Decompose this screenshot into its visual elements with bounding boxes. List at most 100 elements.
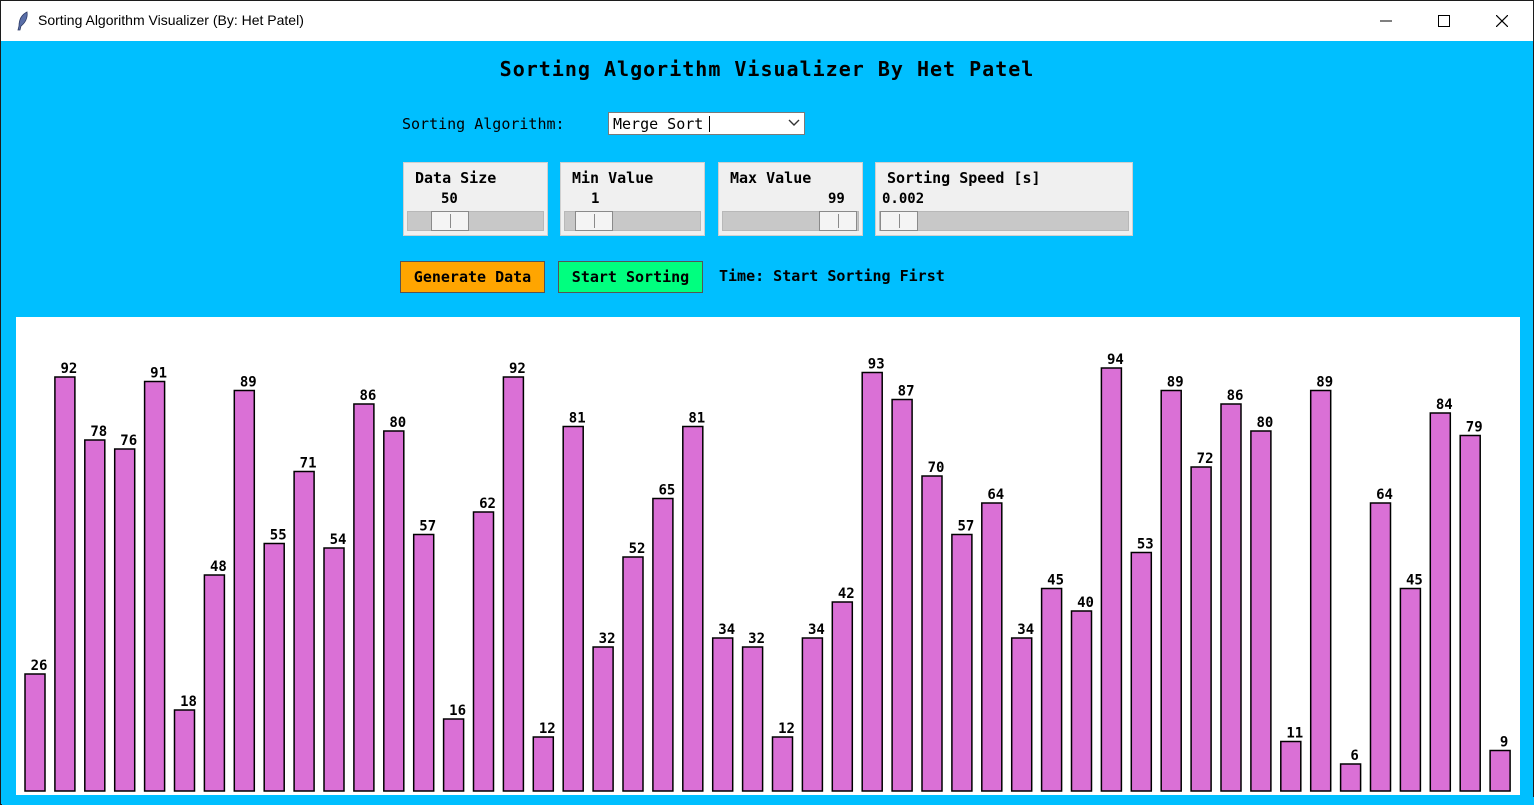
bar-15 <box>442 718 465 792</box>
bar-26 <box>771 736 794 792</box>
bar-chart-canvas: 26 92 78 76 91 18 48 89 55 71 54 86 80 57 16 62 92 12 81 32… <box>16 317 1520 795</box>
bar-47 <box>1399 587 1422 792</box>
min-value-scale[interactable]: Min Value 1 <box>560 162 705 236</box>
bar-label-12: 86 <box>359 388 376 404</box>
bar-label-1: 26 <box>31 658 48 674</box>
bar-label-42: 80 <box>1256 415 1273 431</box>
bar-label-21: 52 <box>629 541 646 557</box>
bar-50 <box>1489 749 1511 792</box>
bar-label-23: 81 <box>688 411 705 427</box>
min-value-slider-thumb[interactable] <box>575 211 613 231</box>
bar-label-46: 64 <box>1376 487 1393 503</box>
bar-31 <box>921 475 943 792</box>
close-button[interactable] <box>1473 1 1531 41</box>
bar-label-38: 53 <box>1137 537 1154 553</box>
data-size-label: Data Size <box>415 169 497 187</box>
max-value-label: Max Value <box>730 169 812 187</box>
text-cursor <box>709 116 710 132</box>
bar-label-30: 87 <box>898 384 915 400</box>
bar-label-39: 89 <box>1167 375 1184 391</box>
bar-30 <box>891 398 913 792</box>
maximize-icon <box>1438 15 1450 27</box>
bar-34 <box>1010 637 1033 792</box>
bar-label-11: 54 <box>330 532 347 548</box>
time-status: Time: Start Sorting First <box>719 267 945 285</box>
bar-label-18: 12 <box>539 721 556 737</box>
bar-label-3: 78 <box>90 424 107 440</box>
bar-label-24: 34 <box>718 622 735 638</box>
bar-13 <box>383 430 405 792</box>
bar-label-44: 89 <box>1316 375 1333 391</box>
bar-label-9: 55 <box>270 528 287 544</box>
sorting-speed-label: Sorting Speed [s] <box>887 169 1041 187</box>
bar-label-17: 92 <box>509 361 526 377</box>
data-size-trough[interactable] <box>407 211 544 231</box>
sorting-speed-trough[interactable] <box>879 211 1129 231</box>
bar-label-6: 18 <box>180 694 197 710</box>
bar-23 <box>682 425 704 792</box>
bar-label-22: 65 <box>658 483 675 499</box>
bar-label-27: 34 <box>808 622 825 638</box>
bar-42 <box>1250 430 1272 792</box>
bar-12 <box>353 403 375 792</box>
data-size-slider-thumb[interactable] <box>431 211 469 231</box>
bar-label-20: 32 <box>599 631 616 647</box>
maximize-button[interactable] <box>1415 1 1473 41</box>
title-bar: Sorting Algorithm Visualizer (By: Het Pa… <box>1 1 1533 41</box>
bar-label-43: 11 <box>1286 726 1303 742</box>
bar-21 <box>622 556 644 792</box>
bar-33 <box>981 502 1003 792</box>
bar-2 <box>54 376 76 792</box>
bar-label-16: 62 <box>479 496 496 512</box>
bar-label-8: 89 <box>240 375 257 391</box>
bar-45 <box>1339 763 1362 792</box>
max-value-value: 99 <box>828 191 845 207</box>
data-size-scale[interactable]: Data Size 50 <box>403 162 548 236</box>
sorting-speed-value: 0.002 <box>882 191 925 207</box>
max-value-slider-thumb[interactable] <box>819 211 857 231</box>
algorithm-select[interactable]: Merge Sort <box>608 112 805 135</box>
bar-49 <box>1459 434 1481 792</box>
bar-label-26: 12 <box>778 721 795 737</box>
bar-7 <box>203 574 226 792</box>
bar-label-32: 57 <box>957 519 974 535</box>
algorithm-label: Sorting Algorithm: <box>402 115 565 133</box>
bar-46 <box>1369 502 1392 792</box>
bar-label-36: 40 <box>1077 595 1094 611</box>
bar-label-5: 91 <box>150 366 167 382</box>
bar-3 <box>84 439 106 792</box>
bar-label-2: 92 <box>60 361 77 377</box>
generate-data-button[interactable]: Generate Data <box>400 261 545 293</box>
max-value-scale[interactable]: Max Value 99 <box>718 162 863 236</box>
algorithm-select-value: Merge Sort <box>613 115 704 133</box>
bar-10 <box>293 470 315 792</box>
bar-label-45: 6 <box>1350 748 1358 764</box>
bar-43 <box>1280 740 1302 792</box>
bar-38 <box>1130 551 1153 792</box>
minimize-button[interactable] <box>1357 1 1415 41</box>
bar-41 <box>1220 403 1242 792</box>
bar-5 <box>143 380 166 792</box>
start-sorting-button[interactable]: Start Sorting <box>558 261 703 293</box>
bar-6 <box>173 709 196 792</box>
bar-label-35: 45 <box>1047 573 1064 589</box>
bar-label-47: 45 <box>1406 573 1423 589</box>
bar-label-7: 48 <box>210 559 227 575</box>
bar-11 <box>323 547 345 792</box>
bar-label-49: 79 <box>1466 420 1483 436</box>
bar-1 <box>24 673 46 792</box>
bar-25 <box>741 646 764 792</box>
bar-16 <box>472 511 495 792</box>
sorting-speed-scale[interactable]: Sorting Speed [s] 0.002 <box>875 162 1133 236</box>
bar-4 <box>113 448 136 792</box>
sorting-speed-slider-thumb[interactable] <box>880 211 918 231</box>
page-title: Sorting Algorithm Visualizer By Het Pate… <box>499 57 1035 81</box>
chevron-down-icon[interactable] <box>788 119 800 127</box>
min-value-label: Min Value <box>572 169 654 187</box>
bar-32 <box>951 533 973 792</box>
bar-39 <box>1160 389 1182 792</box>
bar-35 <box>1040 587 1063 792</box>
bar-label-25: 32 <box>748 631 765 647</box>
minimize-icon <box>1380 20 1392 22</box>
